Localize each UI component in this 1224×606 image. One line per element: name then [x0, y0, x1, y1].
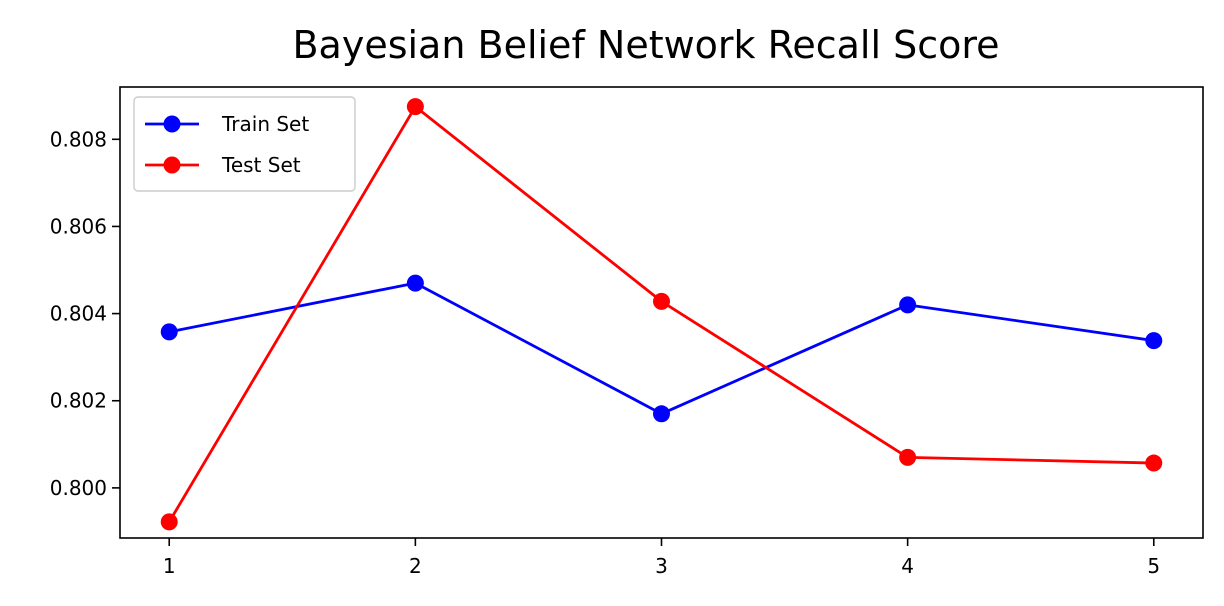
legend-frame — [133, 96, 356, 192]
y-tick-label: 0.800 — [50, 476, 107, 500]
data-point — [406, 274, 424, 292]
data-point — [1145, 332, 1163, 350]
y-axis: 0.800 0.802 0.804 0.806 0.808 — [50, 127, 120, 500]
y-tick-label: 0.808 — [50, 127, 107, 151]
x-tick-label: 2 — [409, 554, 422, 578]
x-tick-label: 4 — [901, 554, 914, 578]
data-point — [1145, 454, 1163, 472]
series-layer — [160, 98, 1163, 531]
data-point — [160, 323, 178, 341]
data-point — [160, 513, 178, 531]
x-tick-label: 5 — [1147, 554, 1160, 578]
data-point — [899, 296, 917, 314]
data-point — [653, 292, 670, 310]
x-tick-label: 3 — [655, 554, 668, 578]
legend-label: Test Set — [221, 153, 301, 177]
y-tick-label: 0.802 — [50, 389, 107, 413]
legend-swatch-marker — [163, 156, 181, 174]
series-1 — [160, 98, 1163, 531]
data-point — [406, 98, 424, 116]
legend: Train Set Test Set — [133, 96, 356, 192]
series-0 — [160, 274, 1163, 423]
chart-title: Bayesian Belief Network Recall Score — [292, 23, 999, 67]
data-point — [653, 405, 670, 423]
y-tick-label: 0.804 — [50, 302, 107, 326]
x-axis: 1 2 3 4 5 — [163, 538, 1160, 578]
legend-swatch-marker — [163, 115, 181, 133]
legend-label: Train Set — [221, 112, 309, 136]
y-tick-label: 0.806 — [50, 214, 107, 238]
data-point — [899, 448, 917, 466]
x-tick-label: 1 — [163, 554, 176, 578]
